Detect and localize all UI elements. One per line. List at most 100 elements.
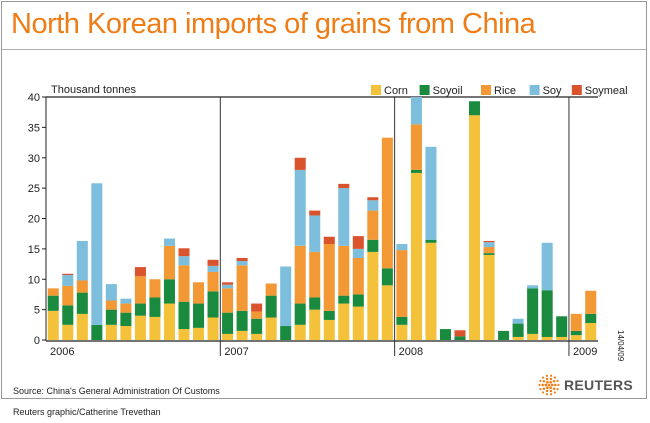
bar-segment-corn xyxy=(251,333,263,340)
reuters-wordmark: REUTERS xyxy=(564,377,633,393)
bar-segment-corn xyxy=(585,322,597,340)
logo-dot xyxy=(545,389,549,393)
bar-segment-soyoil xyxy=(367,239,379,252)
bar-segment-corn xyxy=(512,336,524,340)
x-year-label: 2009 xyxy=(573,346,597,358)
bar-segment-soymeal xyxy=(222,282,234,285)
y-tick-label: 0 xyxy=(34,335,40,347)
logo-dot xyxy=(550,383,554,387)
date-stamp: 14/04/09 xyxy=(616,330,625,362)
bar-segment-corn xyxy=(178,329,190,340)
y-tick-label: 30 xyxy=(28,153,40,165)
bar-segment-soyoil xyxy=(120,312,132,327)
logo-dot xyxy=(545,374,548,377)
graphic-credit: Reuters graphic/Catherine Trevethan xyxy=(13,407,161,417)
bar-segment-soy xyxy=(105,284,117,301)
bar-segment-rice xyxy=(120,303,132,313)
logo-dot xyxy=(549,386,552,390)
bar-segment-rice xyxy=(396,250,408,317)
legend-swatch-soymeal xyxy=(571,85,582,95)
bar-segment-rice xyxy=(47,288,59,296)
logo-dot xyxy=(539,388,542,391)
logo-dot xyxy=(549,389,553,393)
bar-segment-soyoil xyxy=(47,295,59,311)
bar-segment-corn xyxy=(570,335,582,340)
bar-segment-soymeal xyxy=(236,257,248,262)
bar-segment-corn xyxy=(62,324,74,340)
bar-segment-soy xyxy=(62,275,74,286)
bar-segment-rice xyxy=(352,257,364,295)
bar-segment-soy xyxy=(367,200,379,211)
bar-segment-rice xyxy=(76,280,88,293)
bar-segment-soyoil xyxy=(62,305,74,325)
bar-segment-soyoil xyxy=(469,101,481,116)
bar-segment-soyoil xyxy=(193,303,205,328)
reuters-logo: REUTERS xyxy=(538,374,633,396)
bar-segment-corn xyxy=(120,326,132,340)
bar-segment-soyoil xyxy=(280,326,292,340)
bar-segment-soyoil xyxy=(207,291,219,318)
bar-segment-soy xyxy=(309,215,321,252)
legend-label: Corn xyxy=(384,85,408,97)
logo-dot xyxy=(556,379,559,382)
bar-segment-corn xyxy=(76,313,88,340)
bar-segment-soy xyxy=(280,266,292,327)
bar-segment-soyoil xyxy=(439,329,451,340)
legend-label: Soyoil xyxy=(433,85,463,97)
bar-segment-soy xyxy=(338,188,350,246)
bar-segment-soyoil xyxy=(323,310,335,320)
bar-segment-rice xyxy=(251,311,263,319)
logo-dot xyxy=(549,380,552,384)
bar-segment-corn xyxy=(294,324,306,340)
bar-segment-soy xyxy=(410,97,422,125)
bar-segment-soyoil xyxy=(309,297,321,310)
bar-segment-rice xyxy=(222,288,234,313)
legend-label: Soymeal xyxy=(585,85,628,97)
bar-segment-soy xyxy=(207,265,219,272)
x-year-label: 2008 xyxy=(399,346,423,358)
y-tick-label: 20 xyxy=(28,214,40,226)
bar-segment-rice xyxy=(410,124,422,170)
bar-segment-soymeal xyxy=(251,303,263,312)
bar-segment-corn xyxy=(483,254,495,340)
bar-segment-soymeal xyxy=(134,267,146,277)
bar-segment-corn xyxy=(352,306,364,340)
logo-dot xyxy=(545,377,549,381)
bar-segment-soyoil xyxy=(222,312,234,334)
legend-swatch-rice xyxy=(481,85,491,95)
bar-segment-soyoil xyxy=(381,268,393,286)
logo-dot xyxy=(541,391,545,394)
bar-segment-soy xyxy=(483,242,495,248)
bar-segment-soy xyxy=(163,238,175,246)
legend-label: Soy xyxy=(543,85,562,97)
bar-segment-rice xyxy=(483,247,495,254)
bar-segment-soy xyxy=(541,242,553,291)
logo-dot xyxy=(550,393,553,396)
bar-segment-soymeal xyxy=(62,273,74,275)
logo-dot xyxy=(547,383,551,387)
bar-segment-soy xyxy=(396,244,408,251)
bar-segment-corn xyxy=(134,315,146,340)
y-tick-label: 35 xyxy=(28,122,40,134)
bar-segment-soyoil xyxy=(236,310,248,331)
legend-label: Rice xyxy=(494,85,516,97)
bar-segment-rice xyxy=(62,285,74,306)
bar-segment-soyoil xyxy=(410,169,422,173)
y-tick-label: 5 xyxy=(34,305,40,317)
bar-segment-soy xyxy=(527,285,539,289)
bar-segment-soyoil xyxy=(396,316,408,325)
bar-segment-soyoil xyxy=(134,303,146,316)
legend-swatch-corn xyxy=(371,85,381,95)
y-tick-label: 15 xyxy=(28,244,40,256)
bar-segment-corn xyxy=(47,310,59,340)
logo-dot xyxy=(541,383,544,387)
logo-dot xyxy=(539,379,542,382)
bar-segment-corn xyxy=(207,317,219,340)
y-tick-label: 25 xyxy=(28,183,40,195)
bar-segment-soyoil xyxy=(178,301,190,330)
bar-segment-corn xyxy=(556,336,568,340)
bar-segment-rice xyxy=(236,265,248,311)
logo-dot xyxy=(556,388,559,391)
logo-dot xyxy=(557,383,560,387)
bar-segment-rice xyxy=(149,279,161,298)
